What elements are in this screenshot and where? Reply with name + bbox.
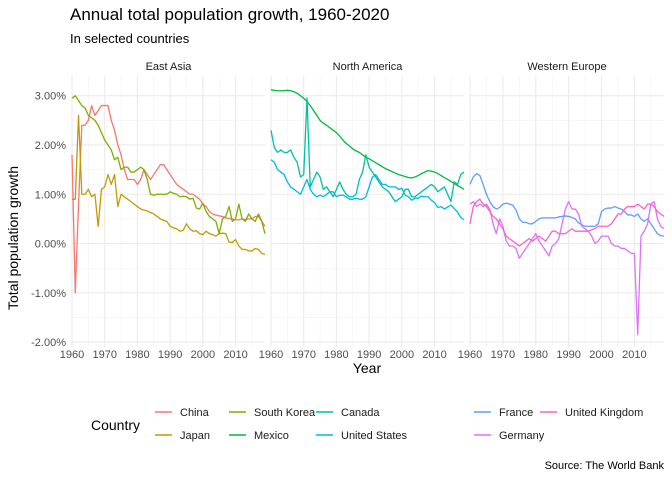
legend-label: France [499,407,533,419]
x-tick-label: 2000 [390,349,414,361]
legend-item-mexico: Mexico [229,430,289,442]
chart-caption: Source: The World Bank [545,460,665,472]
panel-north-america: North America 1960 1970 1980 1990 2000 2010 [259,61,465,361]
legend-label: Japan [180,430,210,442]
legend-item-france: France [474,407,533,419]
series-line-south-korea [71,95,266,235]
x-tick-label: 2000 [589,349,613,361]
panel-title: Western Europe [527,61,606,73]
y-tick-label: 3.00% [35,91,66,103]
x-tick-label: 1990 [158,349,182,361]
series-line-united-kingdom [469,198,665,247]
legend-item-china: China [155,407,210,419]
panel-east-asia: East Asia 1960 1970 1980 1990 2000 2010 [60,61,266,361]
legend-item-united-states: United States [316,430,408,442]
x-tick-label: 1960 [259,349,283,361]
legend-item-united-kingdom: United Kingdom [540,407,643,419]
x-tick-label: 2010 [622,349,646,361]
series-line-united-states [270,159,465,221]
chart-title: Annual total population growth, 1960-202… [70,5,389,24]
x-tick-label: 1980 [125,349,149,361]
x-tick-label: 2000 [191,349,215,361]
x-tick-label: 2010 [223,349,247,361]
legend: Country China Japan South Korea Mexico Canad… [91,407,643,442]
panel-title: East Asia [146,61,193,73]
x-tick-label: 1980 [324,349,348,361]
series-line-japan [72,114,266,255]
legend-label: Canada [341,407,380,419]
legend-title: Country [91,417,140,433]
panel-western-europe: Western Europe 1960 1970 1980 1990 2000 2010 [458,61,665,361]
legend-item-south-korea: South Korea [229,407,316,419]
x-tick-label: 2010 [422,349,446,361]
series-line-germany [469,200,665,336]
x-tick-label: 1960 [458,349,482,361]
x-tick-label: 1970 [491,349,515,361]
x-tick-label: 1970 [291,349,315,361]
legend-label: South Korea [254,407,316,419]
legend-item-japan: Japan [155,430,210,442]
y-tick-label: 1.00% [35,189,66,201]
y-tick-label: 2.00% [35,140,66,152]
legend-label: United States [341,430,408,442]
series-line-china [71,104,266,294]
x-tick-label: 1980 [524,349,548,361]
y-axis-title: Total population growth [5,166,21,310]
x-tick-label: 1960 [60,349,84,361]
panel-title: North America [333,61,404,73]
x-tick-label: 1990 [556,349,580,361]
legend-item-canada: Canada [316,407,380,419]
x-axis-title: Year [353,360,382,376]
x-tick-label: 1990 [357,349,381,361]
x-tick-label: 1970 [92,349,116,361]
legend-item-germany: Germany [474,430,545,442]
y-axis: -2.00% -1.00% 0.00% 1.00% 2.00% 3.00% [31,91,66,349]
chart-subtitle: In selected countries [70,31,190,46]
series-line-mexico [270,89,465,190]
y-tick-label: 0.00% [35,239,66,251]
series-line-france [469,172,665,237]
legend-label: United Kingdom [565,407,643,419]
y-tick-label: -1.00% [31,288,66,300]
legend-label: China [180,407,210,419]
legend-label: Germany [499,430,545,442]
series-line-canada [270,97,465,203]
y-tick-label: -2.00% [31,337,66,349]
legend-label: Mexico [254,430,289,442]
